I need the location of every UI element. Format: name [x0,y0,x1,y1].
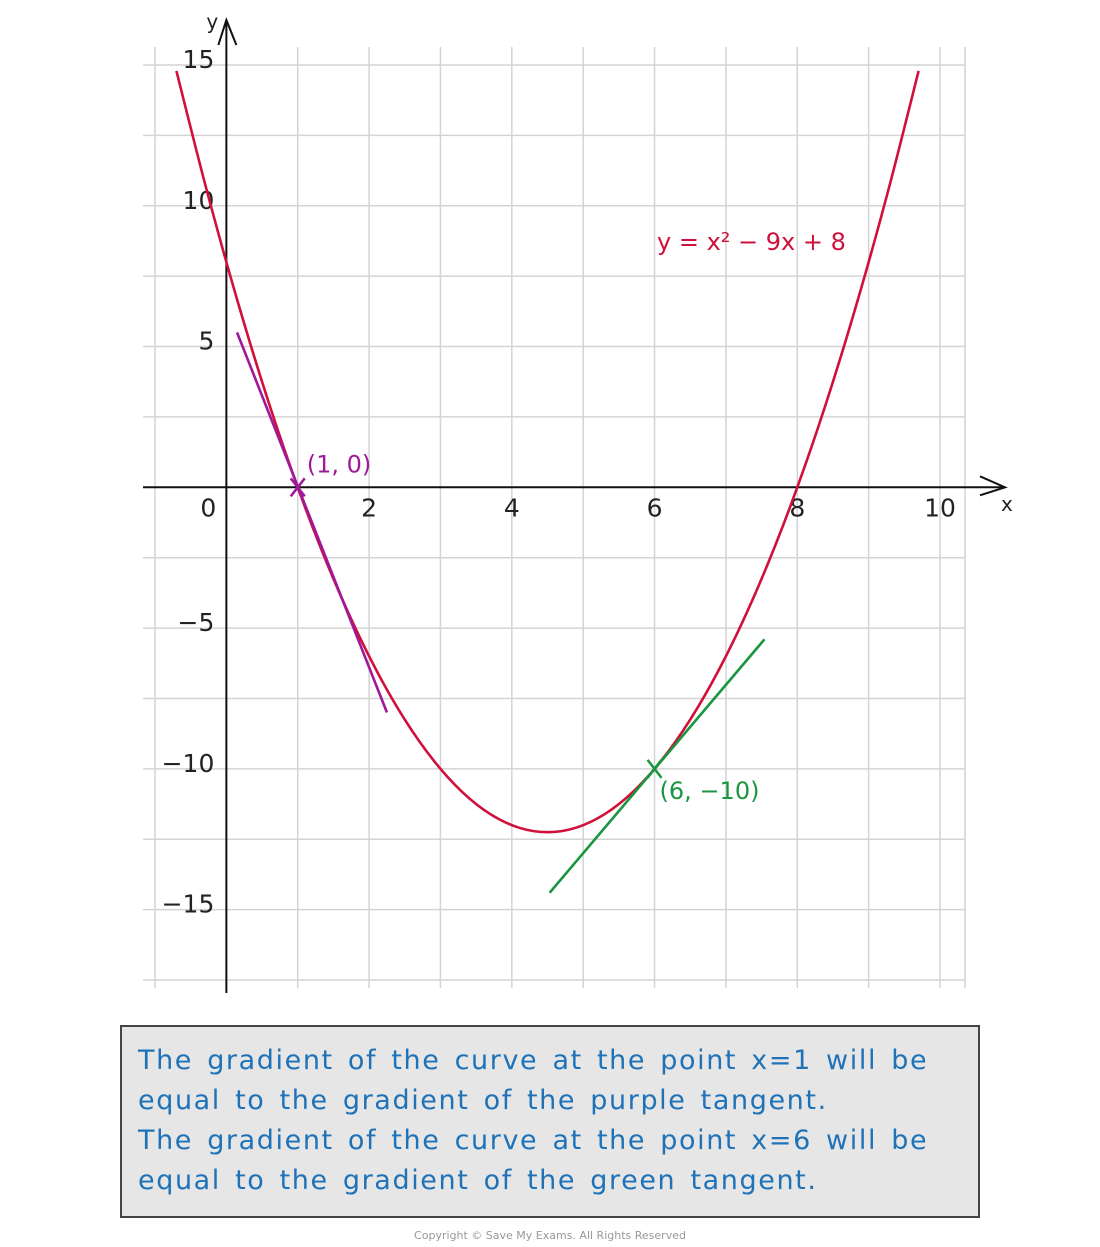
x-tick-label: 2 [361,493,377,522]
point-label: (6, −10) [660,777,760,805]
curve-label: y = x² − 9x + 8 [657,228,846,256]
note-line: The gradient of the curve at the point x… [138,1045,929,1076]
note-box: The gradient of the curve at the point x… [120,1025,980,1218]
copyright: Copyright © Save My Exams. All Rights Re… [414,1229,686,1242]
y-axis-label: y [206,10,218,34]
note-line: equal to the gradient of the green tange… [138,1165,818,1196]
point-marker [646,759,663,779]
point-label: (1, 0) [307,450,372,478]
note-line: The gradient of the curve at the point x… [138,1125,929,1156]
x-tick-label: 4 [504,493,520,522]
x-tick-label: 6 [647,493,663,522]
y-tick-label: −10 [162,749,215,778]
y-tick-label: 15 [183,45,215,74]
x-tick-label: 8 [789,493,805,522]
y-tick-label: 5 [198,327,214,356]
series-line [235,331,389,714]
note-line: equal to the gradient of the purple tang… [138,1085,828,1116]
y-tick-label: −5 [178,608,215,637]
point-marker [289,477,306,498]
y-arrow [217,17,238,46]
x-tick-label: 10 [924,493,956,522]
series-line [175,70,920,834]
x-axis-label: x [1001,492,1013,516]
x-arrow [979,475,1008,497]
y-tick-label: −15 [162,890,215,919]
x-tick-label: 0 [200,493,216,522]
